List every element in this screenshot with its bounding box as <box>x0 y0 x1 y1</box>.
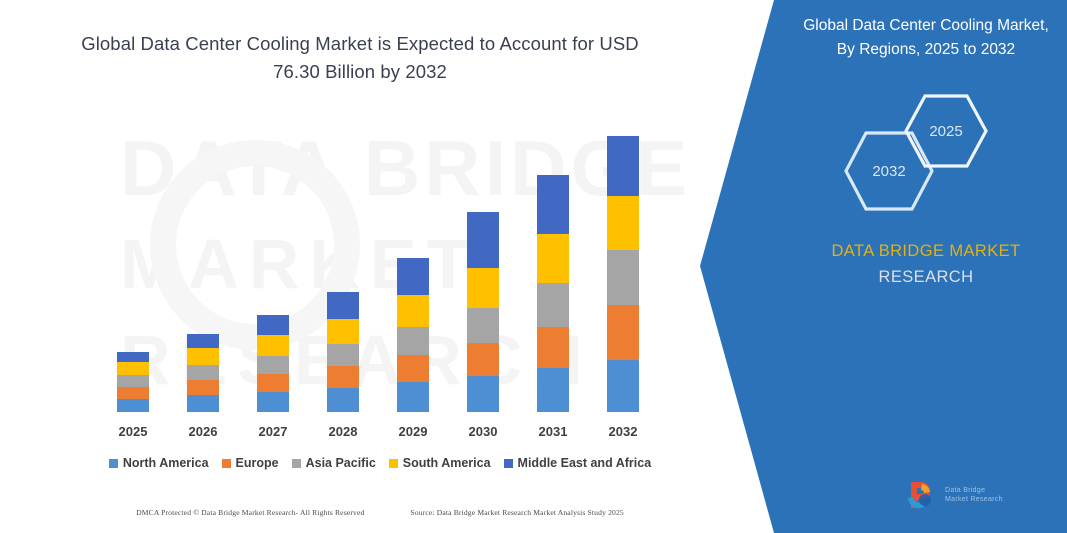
bar-segment-asia-pacific <box>257 356 289 374</box>
brand-line-2: RESEARCH <box>878 268 974 286</box>
bar-segment-south-america <box>187 348 219 365</box>
hexagon-outline-icon <box>904 94 988 168</box>
dbmr-logo-line-1: Data Bridge <box>945 487 986 494</box>
bar-segment-south-america <box>117 362 149 375</box>
bar-segment-north-america <box>327 388 359 412</box>
bar-2031 <box>537 175 569 412</box>
bar-segment-middle-east-and-africa <box>397 258 429 295</box>
dbmr-logo: Data Bridge Market Research <box>905 478 1003 512</box>
bar-segment-asia-pacific <box>537 283 569 327</box>
chart-title: Global Data Center Cooling Market is Exp… <box>81 33 639 82</box>
bar-segment-middle-east-and-africa <box>187 334 219 348</box>
footer: DMCA Protected © Data Bridge Market Rese… <box>0 508 760 517</box>
x-axis-label-2032: 2032 <box>608 424 638 439</box>
footer-source: Source: Data Bridge Market Research Mark… <box>410 508 624 517</box>
bar-segment-europe <box>257 374 289 392</box>
legend-item-north-america[interactable]: North America <box>108 456 209 470</box>
bar-segment-north-america <box>257 392 289 412</box>
bar-segment-asia-pacific <box>327 344 359 366</box>
x-axis-label-2025: 2025 <box>118 424 148 439</box>
legend-label: North America <box>122 456 209 470</box>
bar-segment-europe <box>397 355 429 382</box>
bar-segment-north-america <box>467 376 499 412</box>
hexagon-outline-icon <box>844 131 934 211</box>
bar-segment-middle-east-and-africa <box>467 212 499 268</box>
x-axis-label-2029: 2029 <box>398 424 428 439</box>
legend-label: Middle East and Africa <box>517 456 652 470</box>
bar-segment-asia-pacific <box>467 308 499 343</box>
brand-line-1: DATA BRIDGE MARKET <box>831 242 1021 260</box>
bar-segment-south-america <box>257 335 289 356</box>
bar-2028 <box>327 292 359 412</box>
bar-segment-europe <box>117 387 149 399</box>
x-axis-label-2028: 2028 <box>328 424 358 439</box>
bar-segment-north-america <box>607 360 639 412</box>
bar-segment-north-america <box>537 368 569 412</box>
legend-swatch-icon <box>221 458 231 468</box>
hexagon-badge-2025: 2025 <box>903 93 989 169</box>
brand-name: DATA BRIDGE MARKET RESEARCH <box>800 238 1052 290</box>
bar-segment-asia-pacific <box>187 365 219 380</box>
bar-2030 <box>467 212 499 412</box>
hexagon-badge-2032: 2032 <box>843 130 935 212</box>
legend-swatch-icon <box>291 458 301 468</box>
hexagon-label-near: 2025 <box>929 122 963 140</box>
bar-segment-south-america <box>397 295 429 327</box>
bar-segment-europe <box>327 366 359 388</box>
bar-segment-asia-pacific <box>607 250 639 305</box>
legend-item-asia-pacific[interactable]: Asia Pacific <box>291 456 376 470</box>
bar-segment-north-america <box>117 399 149 412</box>
bar-segment-south-america <box>327 319 359 344</box>
legend-item-middle-east-and-africa[interactable]: Middle East and Africa <box>503 456 652 470</box>
bar-2027 <box>257 315 289 412</box>
x-axis-label-2026: 2026 <box>188 424 218 439</box>
stacked-bar-chart: 2025 2026 2027 2028 2029 2030 2031 2032 <box>0 136 760 444</box>
x-axis-label-2030: 2030 <box>468 424 498 439</box>
side-panel: Global Data Center Cooling Market, By Re… <box>700 0 1067 533</box>
legend-swatch-icon <box>388 458 398 468</box>
bar-segment-south-america <box>607 196 639 250</box>
bar-segment-south-america <box>467 268 499 308</box>
dbmr-logo-line-2: Market Research <box>945 496 1003 503</box>
bar-segment-middle-east-and-africa <box>257 315 289 335</box>
bar-2026 <box>187 334 219 412</box>
bar-segment-asia-pacific <box>397 327 429 355</box>
bar-segment-south-america <box>537 234 569 283</box>
x-axis-label-2027: 2027 <box>258 424 288 439</box>
bar-segment-middle-east-and-africa <box>607 136 639 196</box>
bar-segment-europe <box>467 343 499 376</box>
bar-segment-north-america <box>397 382 429 412</box>
x-axis-label-2031: 2031 <box>538 424 568 439</box>
legend-item-south-america[interactable]: South America <box>388 456 491 470</box>
legend-label: Europe <box>235 456 279 470</box>
bar-segment-middle-east-and-africa <box>327 292 359 319</box>
x-axis-labels: 2025 2026 2027 2028 2029 2030 2031 2032 <box>0 424 760 444</box>
hexagon-label-far: 2032 <box>872 162 906 180</box>
legend-swatch-icon <box>503 458 513 468</box>
bar-segment-europe <box>607 305 639 360</box>
legend-label: South America <box>402 456 491 470</box>
bar-segment-middle-east-and-africa <box>537 175 569 234</box>
bar-2025 <box>117 352 149 412</box>
legend-item-europe[interactable]: Europe <box>221 456 279 470</box>
bar-segment-europe <box>187 380 219 395</box>
side-panel-title: Global Data Center Cooling Market, By Re… <box>803 17 1049 58</box>
bar-segment-north-america <box>187 395 219 412</box>
bar-2032 <box>607 136 639 412</box>
bar-segment-europe <box>537 327 569 368</box>
chart-panel: DATA BRIDGE MARKET RESEARCH Global Data … <box>0 33 760 517</box>
legend-label: Asia Pacific <box>305 456 376 470</box>
bar-segment-asia-pacific <box>117 375 149 387</box>
dbmr-logo-text: Data Bridge Market Research <box>945 486 1003 504</box>
bar-2029 <box>397 258 429 412</box>
bar-segment-middle-east-and-africa <box>117 352 149 362</box>
legend-swatch-icon <box>108 458 118 468</box>
dbmr-logo-icon <box>905 478 939 512</box>
footer-copyright: DMCA Protected © Data Bridge Market Rese… <box>136 508 365 517</box>
chart-legend: North America Europe Asia Pacific South Ame… <box>0 456 760 470</box>
